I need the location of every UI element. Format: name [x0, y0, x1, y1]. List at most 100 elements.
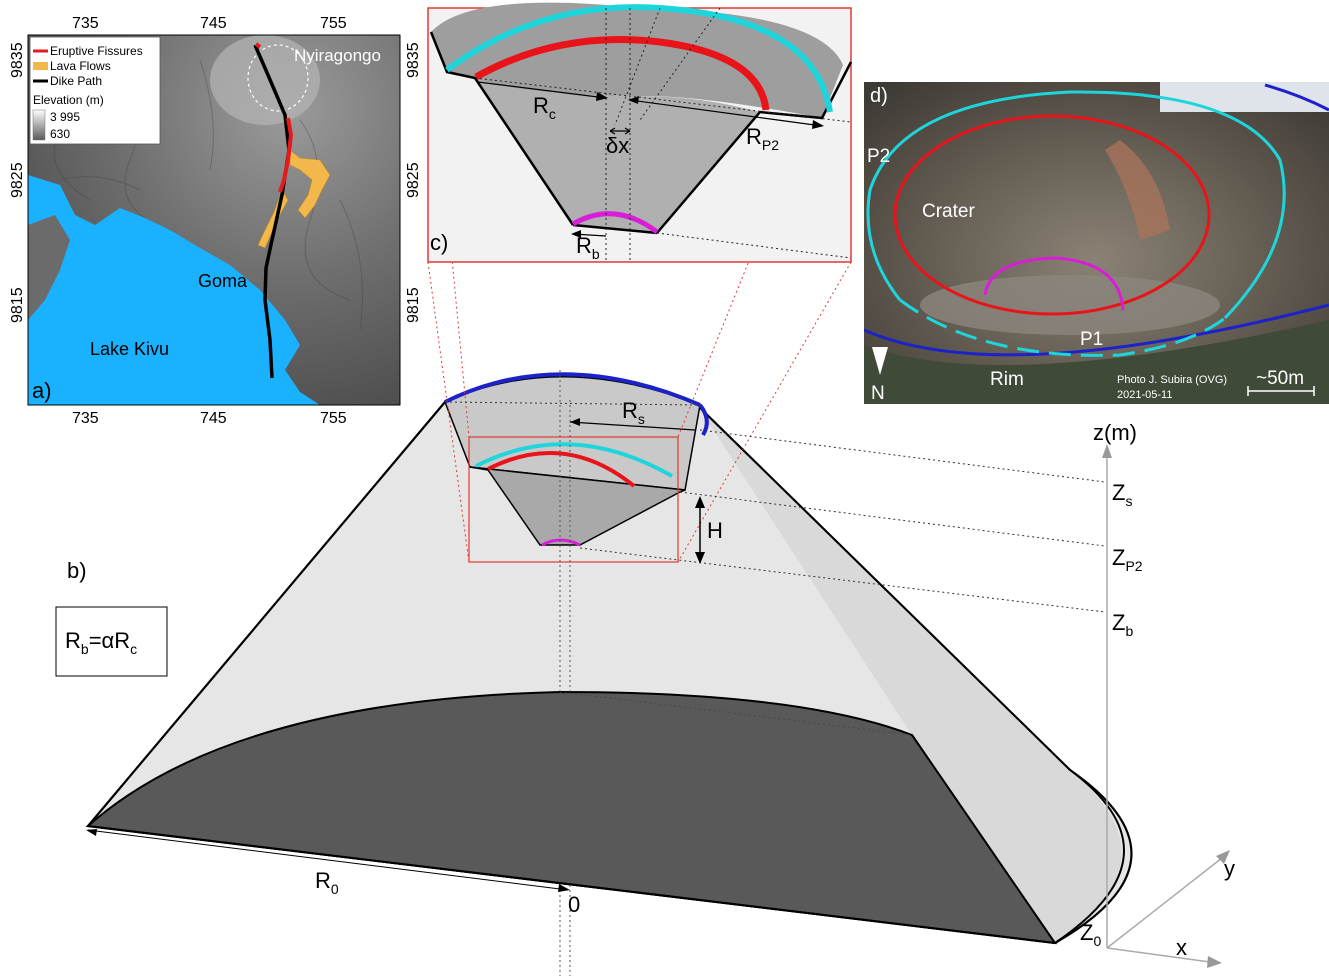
zoom-crater-arc [474, 36, 770, 111]
photo-label-p2: P2 [867, 146, 890, 167]
zoom-frame [468, 436, 679, 563]
x-axis-label: x [1176, 935, 1187, 960]
legend-dike-label: Dike Path [50, 74, 102, 88]
summit-rim-arc [444, 372, 701, 407]
cone-right-edge [696, 404, 1071, 771]
summit-crater-arc [487, 451, 636, 488]
summit-rim-right [698, 403, 709, 437]
rc-arrow [477, 81, 607, 99]
photo-credit-line2: 2021-05-11 [1117, 389, 1172, 401]
rc-arrowhead-icon [596, 92, 608, 101]
h-arrow-top-icon [695, 496, 705, 508]
panel-c-tag: c) [430, 230, 448, 255]
z-label-zs: Zs [1112, 480, 1132, 509]
photo-bottom-arc [983, 256, 1125, 311]
photo-scale-bar [1247, 386, 1315, 396]
panel-a-map: Eruptive Fissures Lava Flows Dike Path E… [9, 15, 422, 427]
y-axis-line [1106, 857, 1223, 949]
cone-bottom-edge [87, 825, 1056, 944]
map-y-tick-left-2: 9825 [9, 162, 26, 198]
photo-crater-ellipse [893, 114, 1211, 316]
place-lake-kivu: Lake Kivu [90, 339, 169, 359]
rs-arrow [569, 421, 696, 431]
photo-p2-line [866, 90, 1286, 320]
coordinate-axes: z(m) x y Zs ZP2 Zb Z0 [1080, 420, 1235, 968]
map-y-tick-right-1: 9835 [405, 42, 422, 78]
label-h: H [707, 518, 723, 543]
map-legend: Eruptive Fissures Lava Flows Dike Path E… [29, 36, 161, 145]
label-rp2: RP2 [746, 124, 779, 153]
label-origin: 0 [568, 892, 580, 917]
eruptive-fissures-line [254, 42, 262, 49]
label-dx: δx [606, 133, 629, 158]
r0-arrowhead-left-icon [86, 829, 97, 836]
z-label-z0: Z0 [1080, 920, 1101, 949]
photo-label-rim: Rim [990, 369, 1024, 390]
summit-dashed-circle [247, 44, 309, 112]
photo-foreground-vegetation [864, 320, 1329, 404]
photo-label-crater: Crater [922, 201, 975, 222]
map-y-tick-right-3: 9815 [405, 287, 422, 323]
photo-p2-dashed [899, 298, 1226, 357]
map-x-tick-bottom-2: 745 [200, 410, 227, 427]
photo-rim-line [864, 303, 1329, 357]
y-axis-label: y [1224, 856, 1235, 881]
eruptive-fissures-south [278, 117, 294, 193]
panel-c-zoom: Rc RP2 δx Rb c) [427, 2, 853, 263]
label-rc: Rc [533, 93, 556, 122]
legend-elevation-title: Elevation (m) [33, 93, 104, 107]
z-axis-label: z(m) [1093, 420, 1137, 445]
legend-fissures-label: Eruptive Fissures [50, 44, 143, 58]
legend-lava-label: Lava Flows [50, 59, 111, 73]
rb-arrowhead-icon [571, 230, 581, 238]
formula-box [55, 606, 168, 677]
rs-arrowhead-icon [570, 418, 580, 426]
zoom-right-edge [656, 61, 853, 234]
legend-elevation-max: 3 995 [50, 110, 80, 124]
cone-right-flank [697, 405, 1122, 943]
legend-elevation-min: 630 [50, 127, 70, 141]
panel-d-tag: d) [870, 85, 888, 107]
label-r0: R0 [315, 868, 339, 897]
z-label-zb: Zb [1112, 610, 1133, 639]
map-x-tick-top-1: 735 [72, 15, 99, 32]
x-axis-arrow-icon [1207, 956, 1222, 968]
map-y-tick-left-1: 9835 [9, 42, 26, 78]
label-rb: Rb [576, 233, 600, 262]
z-label-zp2: ZP2 [1112, 545, 1143, 574]
panel-a-tag: a) [32, 378, 52, 403]
elevation-colorbar [32, 109, 46, 141]
place-nyiragongo: Nyiragongo [294, 46, 381, 65]
panel-b-cone: Rs H R0 0 b) Rb=αRc [55, 7, 1133, 976]
x-axis-line [1106, 947, 1211, 963]
zoom-bottom-edge [572, 223, 658, 235]
map-x-tick-bottom-1: 735 [72, 410, 99, 427]
dx-double-arrow-icon [609, 127, 631, 135]
rp2-arrow [629, 99, 823, 127]
zoom-dotted-guides [474, 7, 852, 262]
rp2-arrowhead-left-icon [628, 96, 639, 104]
base-diagonal [559, 691, 913, 736]
cone-right-curve [1054, 769, 1125, 944]
volcano-summit-area [210, 35, 320, 125]
rp2-arrowhead-right-icon [812, 120, 824, 129]
y-axis-arrow-icon [1216, 850, 1230, 864]
panel-b-tag: b) [67, 558, 87, 583]
r0-arrow [87, 829, 569, 891]
r0-arrowhead-right-icon [558, 884, 570, 892]
cone-base [85, 690, 1058, 945]
map-y-tick-left-3: 9815 [9, 287, 26, 323]
north-arrow-icon [872, 347, 888, 375]
place-goma: Goma [198, 271, 248, 291]
photo-label-north: N [871, 383, 885, 404]
photo-scale-label: ~50m [1256, 368, 1304, 389]
z-axis-arrow-icon [1102, 444, 1112, 458]
photo-label-p1: P1 [1080, 329, 1103, 350]
zoom-bottom-arc [571, 211, 659, 234]
z-level-guides [444, 401, 1106, 613]
photo-rim-line-top [1264, 83, 1329, 112]
map-y-tick-right-2: 9825 [405, 162, 422, 198]
map-frame [27, 34, 401, 406]
lake-island [28, 215, 70, 320]
